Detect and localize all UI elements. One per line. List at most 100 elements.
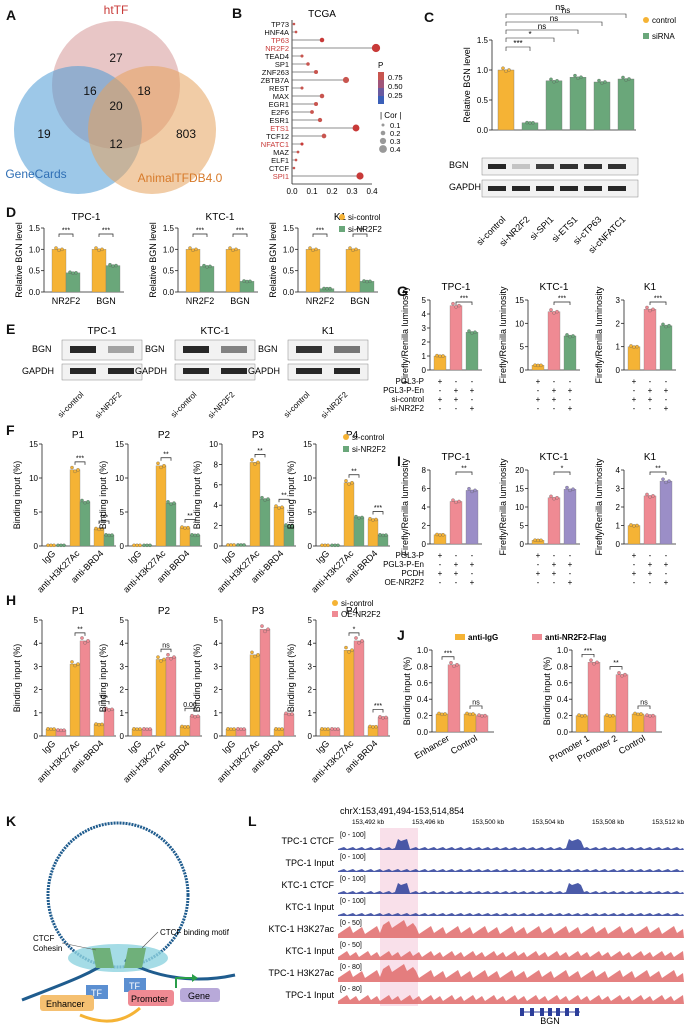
panelF2-tick-label: 2 bbox=[214, 522, 219, 531]
panelF-bar-control bbox=[273, 507, 285, 547]
h-legend-oe: OE-NR2F2 bbox=[341, 610, 381, 619]
panelF-bar-control bbox=[179, 527, 191, 547]
j-bar-igg bbox=[435, 713, 449, 733]
panelF-control-point bbox=[76, 468, 80, 472]
panelI-sign: + bbox=[438, 551, 443, 560]
panelF-promoter-title: P1 bbox=[72, 430, 85, 441]
panelF3-y-label: Binding input (%) bbox=[286, 461, 296, 530]
c-legend-control: control bbox=[652, 16, 676, 25]
panelH-control-point bbox=[52, 727, 56, 731]
panelH0-tick-label: 5 bbox=[34, 616, 39, 625]
panelG2-tick-label: 0 bbox=[616, 366, 621, 375]
panelI-point bbox=[632, 524, 636, 528]
panelH-bar-treat bbox=[377, 717, 389, 737]
e-band bbox=[108, 346, 134, 353]
c-blot-band bbox=[608, 164, 626, 169]
e-blot-bgn bbox=[287, 339, 369, 361]
panelF-sig: ** bbox=[163, 451, 169, 458]
j-igg-point bbox=[465, 711, 469, 716]
panelF2-tick-label: 0 bbox=[214, 542, 219, 551]
d-legend-control-swatch bbox=[339, 214, 345, 220]
j-legend-igg-swatch bbox=[455, 634, 465, 640]
panelG-row-label: PGL3-P-En bbox=[383, 386, 424, 395]
e-band bbox=[70, 346, 96, 353]
panelH1-tick-label: 5 bbox=[120, 616, 125, 625]
panelH-treat-point bbox=[190, 713, 194, 718]
panelI-sign: - bbox=[665, 569, 668, 578]
panelF-treat-point bbox=[360, 515, 364, 520]
panelH-control-point bbox=[250, 650, 254, 655]
l-gene-exon bbox=[548, 1008, 552, 1016]
panelI-sign: - bbox=[569, 551, 572, 560]
panelH-treat-point bbox=[239, 727, 243, 731]
panelG-point bbox=[533, 363, 537, 367]
panelF1-tick-label: 10 bbox=[115, 474, 124, 483]
panelF-bracket bbox=[98, 520, 110, 524]
panelI0-tick-label: 6 bbox=[422, 485, 427, 494]
panelG-point bbox=[536, 363, 540, 368]
panelH-control-point bbox=[70, 660, 74, 664]
panelG-sign: - bbox=[553, 377, 556, 386]
panelF-treat-point bbox=[266, 497, 270, 501]
panelH-treat-point bbox=[354, 636, 358, 640]
panelG-sign: + bbox=[648, 386, 653, 395]
panelH-bar-control bbox=[249, 654, 261, 737]
b-lollipop-head bbox=[294, 158, 298, 162]
b-lollipop-head bbox=[300, 142, 304, 146]
e-cell-title: TPC-1 bbox=[88, 326, 117, 337]
panelF-control-point bbox=[326, 543, 330, 548]
panelG-point bbox=[661, 322, 665, 327]
panelH0-tick-label: 1 bbox=[34, 709, 39, 718]
panelH-promoter-title: P1 bbox=[72, 606, 85, 617]
j-igg-point bbox=[608, 714, 612, 718]
j-igg-point bbox=[605, 713, 609, 717]
b-gene-label: ZBTB7A bbox=[261, 76, 289, 85]
j0-tick-label: 0.8 bbox=[417, 662, 429, 671]
panelF-bar-control bbox=[155, 465, 167, 547]
panelH1-tick-label: 0 bbox=[120, 732, 125, 741]
panelG2-y-label: Firefly/Renilla luminosity bbox=[594, 286, 604, 384]
panelG-sign: + bbox=[648, 395, 653, 404]
panelF-control-point bbox=[70, 465, 74, 470]
c-blot-band bbox=[584, 186, 602, 191]
b-gene-label: E2F6 bbox=[271, 108, 289, 117]
panelI1-tick-label: 5 bbox=[520, 522, 525, 531]
panelG-sign: + bbox=[552, 386, 557, 395]
panelH0-tick-label: 3 bbox=[34, 662, 39, 671]
j-bracket bbox=[609, 666, 623, 670]
panelH-control-point bbox=[135, 727, 139, 731]
b-legend-cor-dot bbox=[381, 123, 385, 127]
b-legend-cor-dot bbox=[379, 145, 387, 153]
panelI-sign: - bbox=[455, 551, 458, 560]
panelG-sign: - bbox=[537, 386, 540, 395]
c-bar bbox=[497, 69, 515, 131]
l-track-label: KTC-1 Input bbox=[285, 902, 334, 912]
j-bracket bbox=[581, 653, 595, 658]
c-point bbox=[576, 76, 580, 81]
panelF-bracket bbox=[74, 461, 86, 465]
e-band bbox=[221, 368, 247, 374]
panelG1-tick-label: 15 bbox=[515, 296, 524, 305]
c-point bbox=[603, 80, 607, 84]
panelI2-y-label: Firefly/Renilla luminosity bbox=[594, 458, 604, 556]
panelG-point bbox=[651, 307, 655, 312]
panelH-treat-point bbox=[62, 728, 66, 732]
panelI-sign: + bbox=[648, 560, 653, 569]
panelF0-tick-label: 5 bbox=[34, 508, 39, 517]
l-track-label: TPC-1 H3K27ac bbox=[268, 968, 334, 978]
panelI-point bbox=[549, 494, 553, 499]
b-gene-label: MAX bbox=[273, 92, 289, 101]
b-legend-cor-label: 0.2 bbox=[390, 129, 400, 138]
l-track-range: [0 - 50] bbox=[340, 942, 362, 949]
l-gene-exon bbox=[565, 1008, 569, 1016]
j-flag-point bbox=[651, 713, 655, 718]
panelF2-y-label: Binding input (%) bbox=[192, 461, 202, 530]
panelI-point bbox=[629, 523, 633, 527]
panelI-point bbox=[667, 479, 671, 483]
panelF0-tick-label: 0 bbox=[34, 542, 39, 551]
b-legend-p-label: 0.25 bbox=[388, 91, 403, 100]
panelF-bracket bbox=[348, 474, 360, 478]
panelG0-tick-label: 3 bbox=[422, 324, 427, 333]
j0-tick-label: 0.0 bbox=[417, 728, 429, 737]
